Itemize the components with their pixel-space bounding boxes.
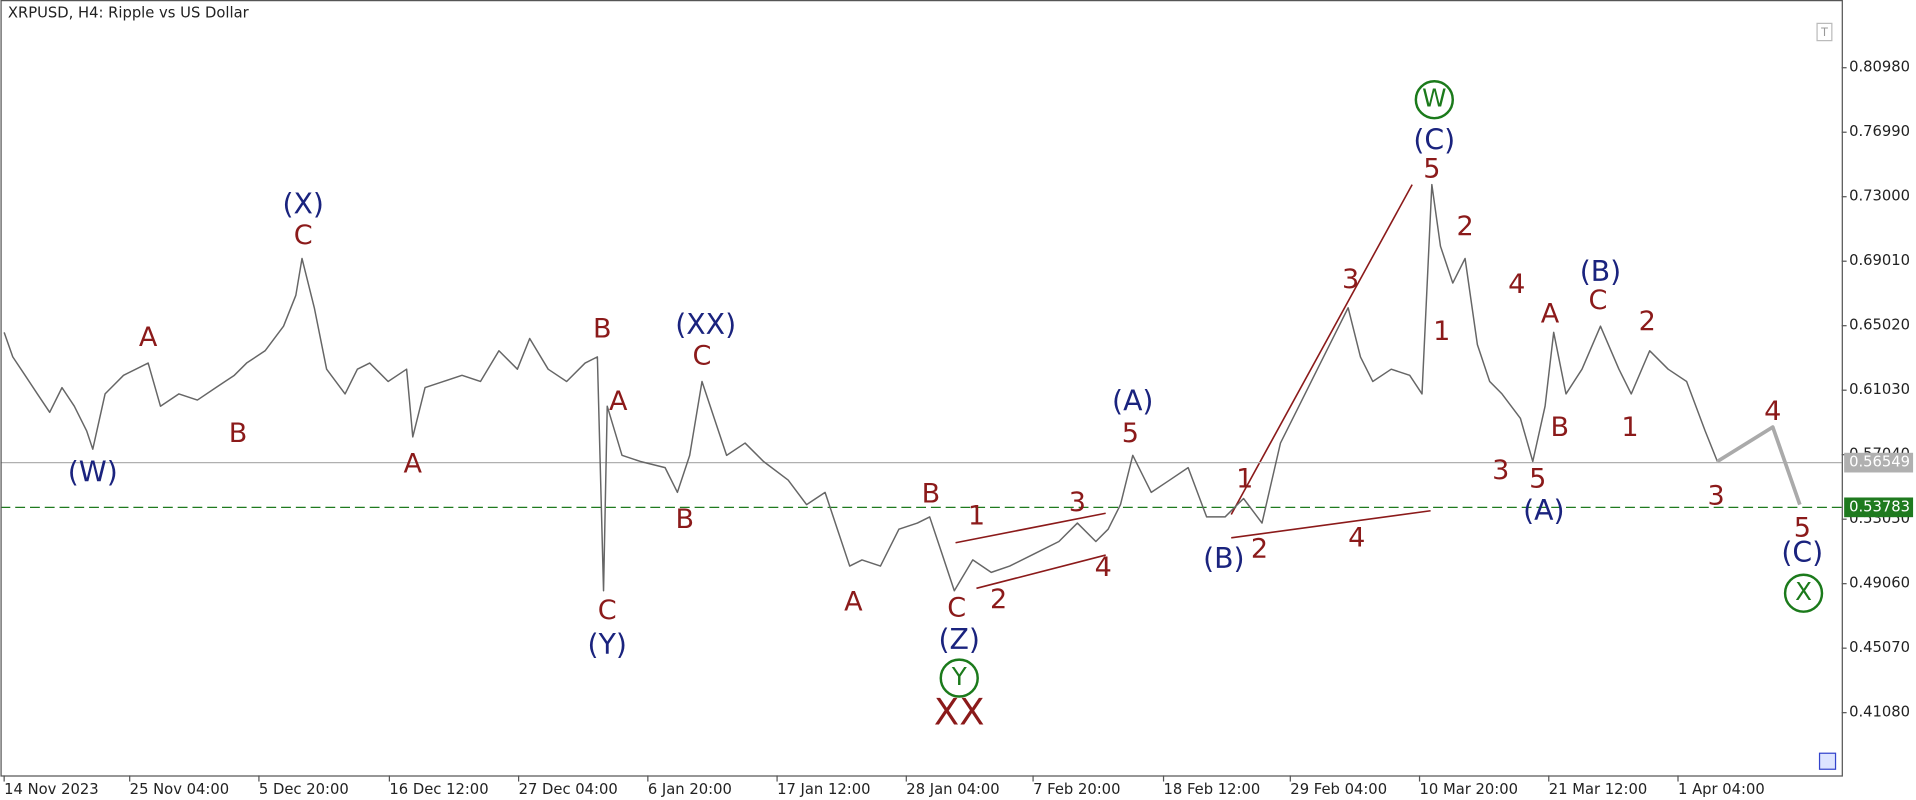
wave-label: 5 [1122, 418, 1139, 449]
wave-circle [1414, 80, 1455, 120]
wave-label: (B) [1580, 255, 1622, 288]
wave-label: 3 [1708, 481, 1725, 512]
wave-label: 1 [1236, 464, 1253, 495]
wave-label: (W) [68, 456, 118, 489]
x-tick-label: 21 Mar 12:00 [1549, 781, 1647, 798]
wave-label: B [675, 504, 694, 535]
x-tick-label: 14 Nov 2023 [4, 781, 98, 798]
wave-label: (Y) [588, 628, 627, 661]
plot-area: (W)AB(X)CABA(XX)CC(Y)BABC(Z)YXX1234(A)5(… [0, 80, 1842, 733]
wave-label: B [922, 478, 941, 509]
wave-label: A [404, 449, 423, 480]
x-tick-label: 17 Jan 12:00 [777, 781, 870, 798]
wave-label: X [1795, 577, 1812, 606]
y-tick-label: 0.61030 [1849, 381, 1910, 398]
wave-label: A [609, 386, 628, 417]
y-tick-label: 0.49060 [1849, 575, 1910, 592]
wave-label: 2 [1456, 211, 1473, 242]
wave-label: (X) [282, 188, 323, 221]
x-tick-label: 7 Feb 20:00 [1033, 781, 1120, 798]
y-tick-label: 0.69010 [1849, 252, 1910, 269]
y-tick-label: 0.41080 [1849, 704, 1910, 721]
y-tick-label: 0.76990 [1849, 123, 1910, 140]
trend-line [976, 554, 1106, 590]
price-tag [1844, 452, 1914, 473]
wave-label: 1 [1621, 412, 1638, 443]
x-tick-label: 6 Jan 20:00 [648, 781, 732, 798]
wave-label: A [844, 587, 863, 618]
x-tick-label: 16 Dec 12:00 [389, 781, 488, 798]
wave-label: 3 [1492, 455, 1509, 486]
wave-label: 2 [990, 584, 1007, 615]
wave-label: (C) [1781, 536, 1823, 569]
wave-label: (B) [1203, 542, 1245, 575]
wave-label: 3 [1069, 487, 1086, 518]
wave-label: 3 [1342, 264, 1359, 295]
x-tick-label: 18 Feb 12:00 [1164, 781, 1261, 798]
chart-title: XRPUSD, H4: Ripple vs US Dollar [8, 5, 250, 22]
x-tick-label: 10 Mar 20:00 [1420, 781, 1518, 798]
wave-label: B [1551, 412, 1570, 443]
wave-label: Y [951, 662, 968, 691]
price-line-series [3, 183, 1719, 592]
wave-label: 2 [1639, 306, 1656, 337]
wave-label: W [1422, 84, 1446, 113]
toolbar-icon-glyph: T [1820, 26, 1828, 39]
wave-label: A [1541, 299, 1560, 330]
wave-label: 4 [1764, 396, 1781, 427]
wave-label: B [229, 418, 248, 449]
toolbar-icon[interactable] [1816, 22, 1833, 42]
wave-circle [939, 658, 979, 698]
x-tick-label: 5 Dec 20:00 [259, 781, 349, 798]
wave-label: A [139, 322, 158, 353]
trend-line [1230, 184, 1413, 515]
price-tag [1844, 497, 1914, 518]
wave-label: 5 [1423, 153, 1440, 184]
price-tag-label: 0.56549 [1849, 454, 1910, 471]
wave-label: 4 [1508, 269, 1525, 300]
x-tick-label: 28 Jan 04:00 [906, 781, 999, 798]
wave-label: 4 [1095, 552, 1112, 583]
wave-circle [1783, 573, 1824, 613]
plot-frame [0, 0, 1843, 777]
price-tag-label: 0.53783 [1849, 498, 1910, 515]
x-tick-label: 29 Feb 04:00 [1290, 781, 1387, 798]
wave-label: B [593, 313, 612, 344]
x-tick-label: 27 Dec 04:00 [519, 781, 618, 798]
wave-label: 1 [968, 500, 985, 531]
x-tick-label: 1 Apr 04:00 [1678, 781, 1765, 798]
wave-label: 4 [1348, 523, 1365, 554]
y-tick-label: 0.65020 [1849, 317, 1910, 334]
trend-line [1231, 509, 1431, 539]
x-tick-label: 25 Nov 04:00 [130, 781, 229, 798]
y-tick-label: 0.80980 [1849, 59, 1910, 76]
y-tick-label: 0.45070 [1849, 639, 1910, 656]
wave-label: 1 [1433, 316, 1450, 347]
wave-label: 2 [1251, 534, 1268, 565]
wave-label: (A) [1523, 494, 1564, 527]
wave-label: (C) [1413, 124, 1455, 157]
wave-label: C [294, 220, 313, 251]
wave-label: (A) [1112, 384, 1153, 417]
wave-label: C [693, 340, 712, 371]
wave-label: C [947, 593, 966, 624]
wave-label: C [1589, 285, 1608, 316]
trend-line [955, 512, 1106, 544]
wave-label: (Z) [938, 623, 979, 656]
wave-label: 5 [1529, 464, 1546, 495]
corner-icon[interactable] [1818, 752, 1837, 770]
price-line-series [1716, 425, 1802, 506]
wave-label: C [598, 595, 617, 626]
wave-label: (XX) [675, 308, 736, 341]
wave-label: XX [934, 690, 985, 733]
wave-label: 5 [1794, 513, 1811, 544]
y-tick-label: 0.73000 [1849, 188, 1910, 205]
